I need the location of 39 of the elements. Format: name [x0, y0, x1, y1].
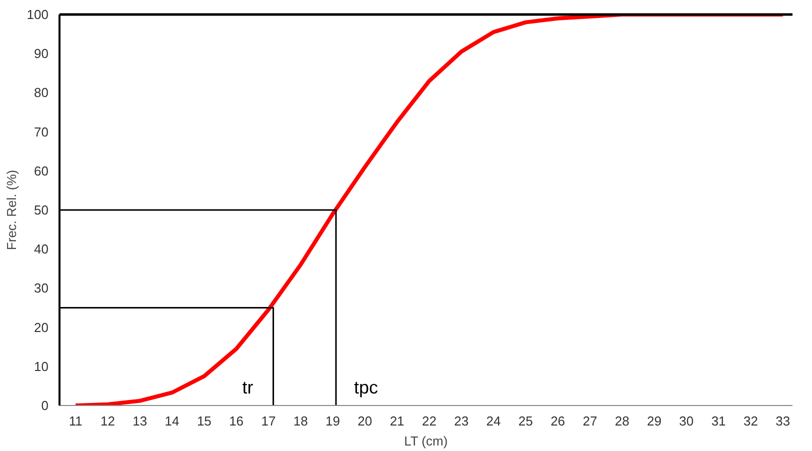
annotation: tpc: [354, 378, 378, 398]
y-tick-label: 90: [34, 46, 49, 62]
x-tick-label: 22: [422, 414, 436, 428]
x-tick-label: 25: [518, 414, 533, 428]
x-tick-label: 19: [326, 414, 340, 428]
x-tick-label: 33: [776, 414, 790, 428]
x-tick-label: 31: [711, 414, 726, 428]
annotation: tr: [242, 378, 254, 398]
y-tick-label: 0: [41, 398, 49, 413]
x-tick-label: 32: [743, 414, 758, 428]
x-tick-label: 23: [454, 414, 469, 428]
y-tick-label: 80: [34, 85, 49, 100]
x-tick-label: 14: [164, 414, 180, 428]
x-tick-label: 12: [100, 414, 115, 428]
x-tick-label: 11: [68, 414, 82, 428]
y-tick-label: 60: [34, 163, 49, 178]
x-tick-label: 21: [390, 414, 404, 428]
x-tick-label: 29: [647, 414, 662, 428]
y-tick-label: 100: [26, 7, 49, 22]
x-tick-label: 16: [229, 414, 244, 428]
x-axis-title: LT (cm): [404, 434, 448, 448]
x-tick-label: 20: [358, 414, 372, 428]
y-tick-label: 70: [34, 124, 49, 140]
x-tick-label: 27: [582, 414, 598, 428]
x-tick-label: 24: [486, 414, 501, 428]
y-tick-label: 30: [34, 280, 49, 296]
y-tick-label: 40: [34, 242, 49, 257]
x-tick-label: 18: [293, 414, 308, 428]
y-tick-label: 50: [34, 202, 49, 218]
y-tick-label: 10: [34, 358, 49, 374]
x-tick-label: 17: [261, 414, 276, 428]
x-tick-label: 15: [196, 414, 212, 428]
x-tick-label: 26: [550, 414, 566, 428]
y-tick-label: 20: [34, 320, 49, 335]
x-tick-label: 28: [614, 414, 630, 428]
line-series: [74, 14, 785, 406]
x-tick-label: 30: [679, 414, 694, 428]
y-axis-title: Frec. Rel. (%): [4, 170, 19, 250]
x-tick-label: 13: [132, 414, 148, 428]
